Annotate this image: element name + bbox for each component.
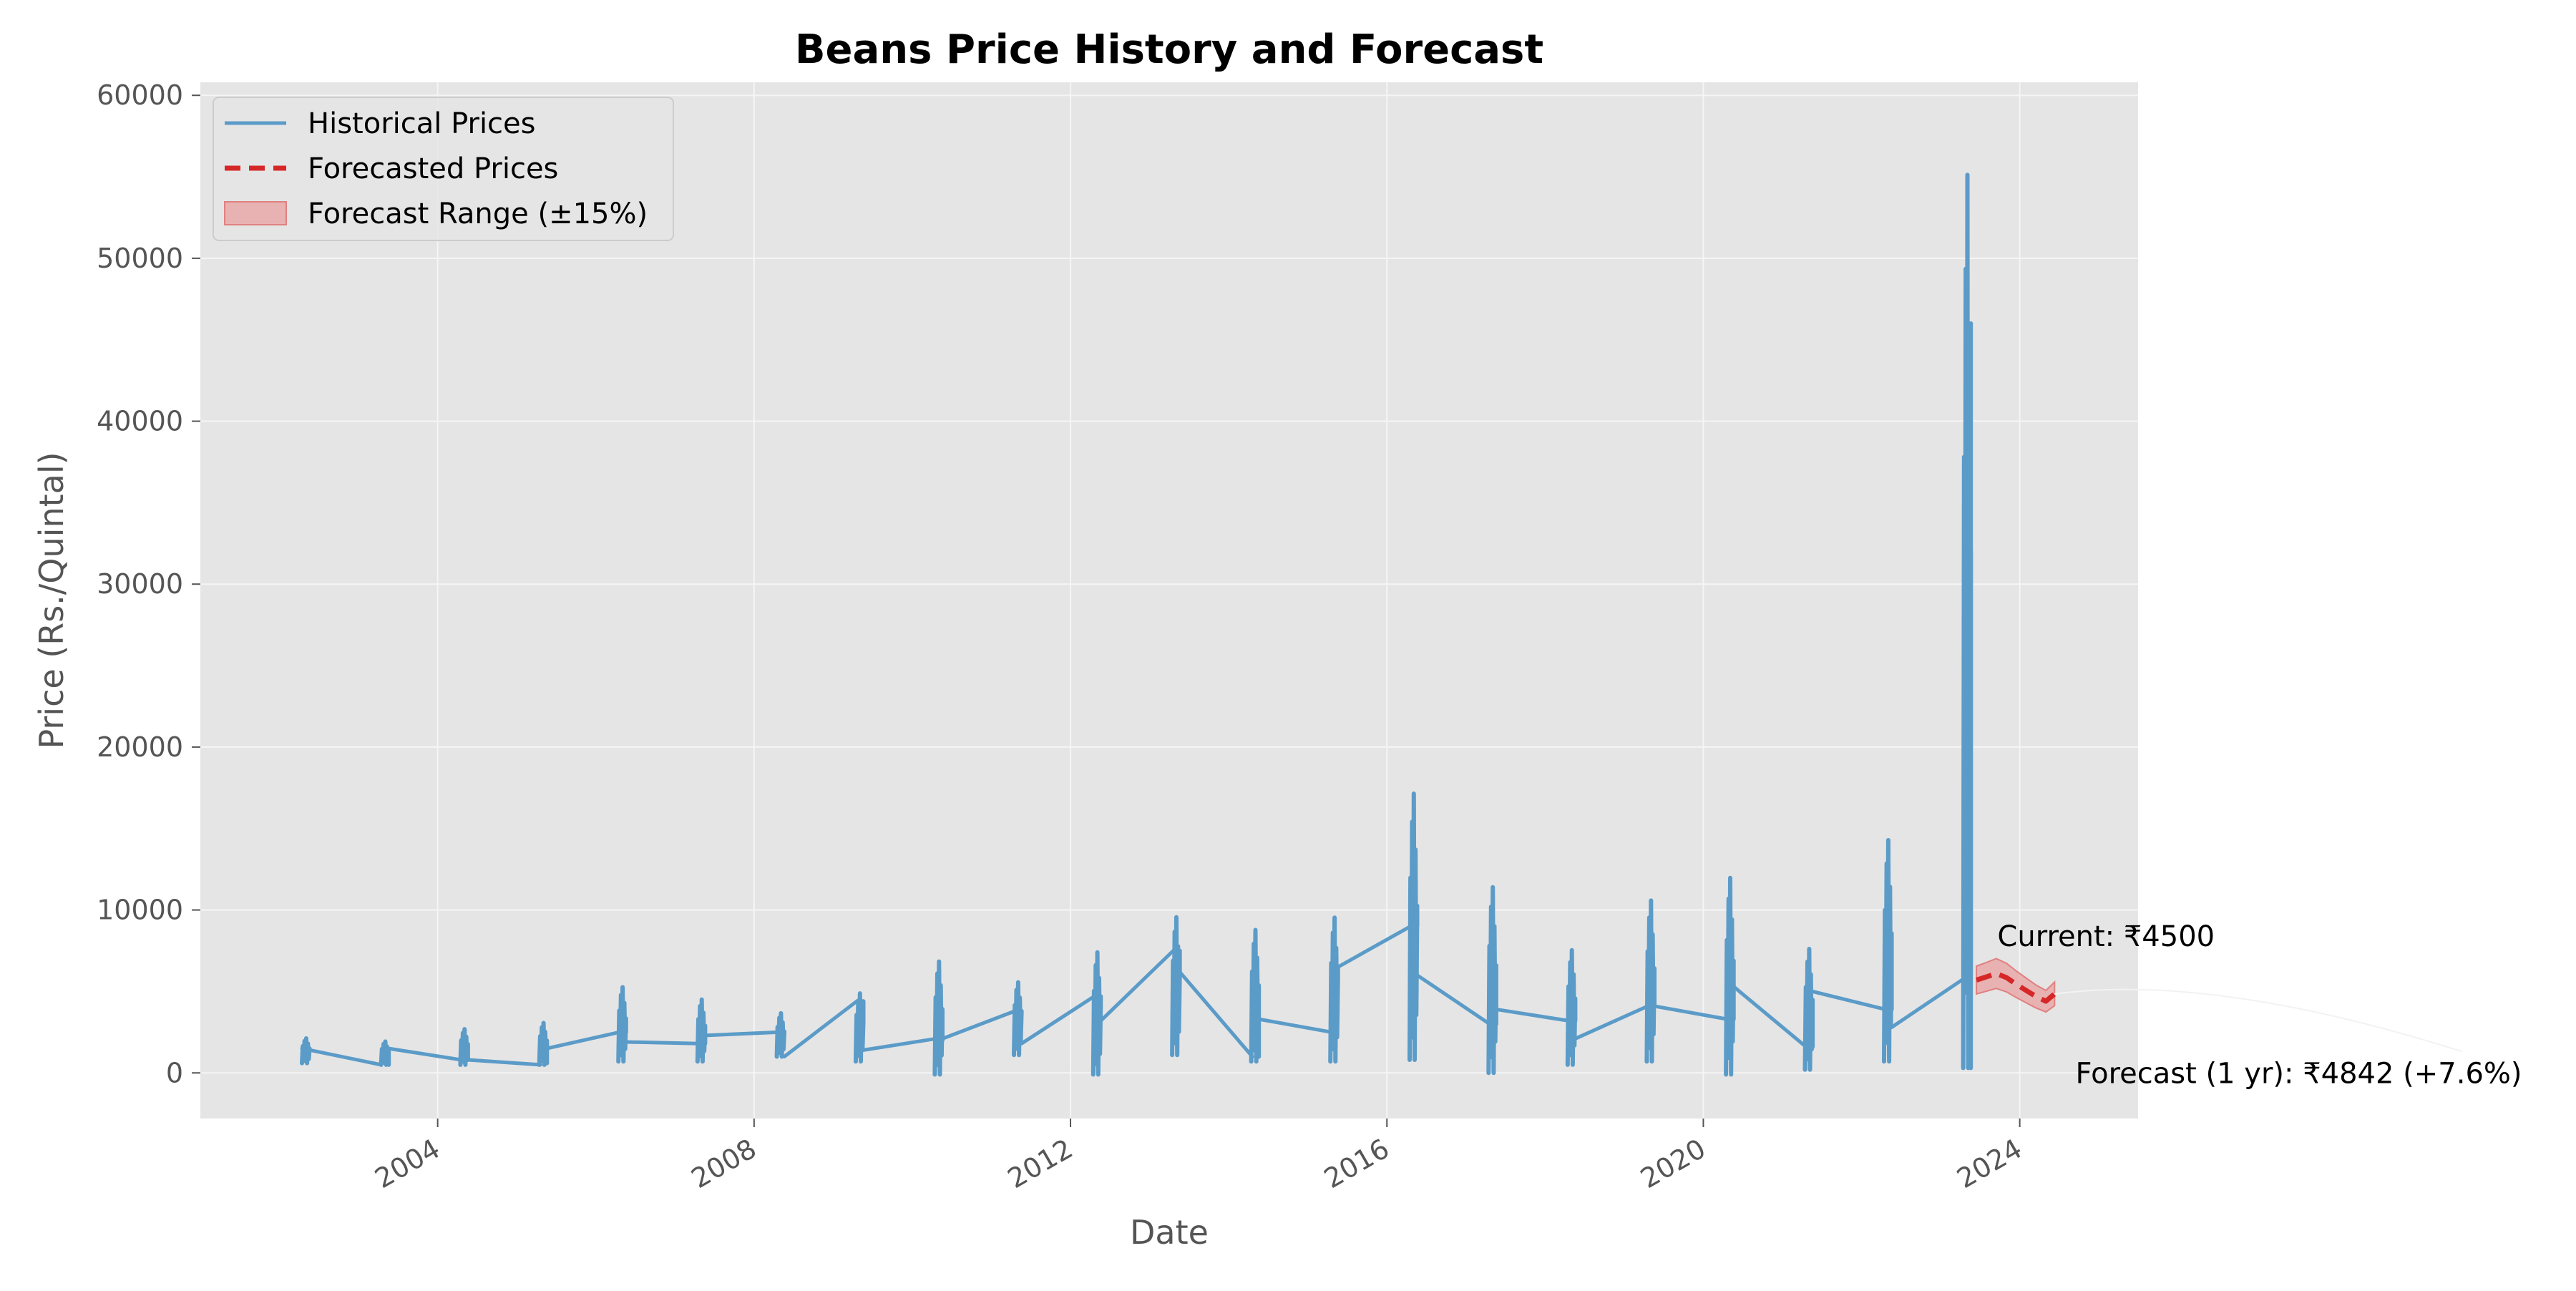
historical-prices-layer [300,172,1974,1077]
y-tick-label: 30000 [97,568,183,600]
grid-lines [200,82,2138,1119]
y-tick-label: 50000 [97,243,183,274]
y-tick-label: 60000 [97,79,183,111]
historical-connector-segment [1732,985,1808,1049]
historical-connector-segment [1020,994,1096,1046]
historical-season-spikes [1882,838,1894,1064]
legend-box [213,97,674,241]
forecast-range-band [1976,958,2056,1013]
historical-season-spikes [853,991,866,1064]
historical-season-spikes [300,1036,312,1066]
historical-season-spikes [774,1010,787,1059]
historical-connector-segment [300,1046,384,1067]
y-tick-label: 10000 [97,895,183,926]
historical-connector-segment [1652,1004,1729,1021]
historical-season-spikes [1644,898,1657,1064]
historical-connector-segment [545,1030,622,1051]
historical-connector-segment [466,1058,542,1067]
historical-season-spikes [1565,947,1578,1067]
historical-season-spikes [1012,980,1024,1058]
historical-connector-segment [1178,970,1254,1058]
y-tick-label: 20000 [97,731,183,763]
historical-season-spikes [1486,885,1498,1076]
x-axis-label: Date [1130,1213,1209,1252]
historical-connector-segment [1257,1017,1334,1034]
historical-connector-segment [940,1009,1018,1041]
historical-season-spikes [1249,927,1262,1064]
historical-connector-segment [1890,976,1966,1030]
historical-connector-segment [1810,989,1888,1011]
legend-entry-label: Forecast Range (±15%) [308,198,648,230]
historical-connector-segment [1494,1007,1571,1023]
historical-connector-segment [1415,973,1492,1026]
historical-connector-segment [1098,948,1176,1023]
historical-connector-segment [1573,1004,1650,1041]
historical-season-spikes [1724,875,1736,1077]
historical-season-spikes [695,997,708,1064]
historical-season-spikes [1170,915,1182,1058]
historical-season-spikes [458,1027,470,1067]
chart-title: Beans Price History and Forecast [795,26,1543,73]
historical-connector-segment [703,1030,780,1038]
historical-connector-segment [624,1040,701,1046]
historical-season-spikes [537,1020,550,1067]
y-tick-label: 40000 [97,406,183,437]
historical-season-spikes [1407,791,1420,1062]
historical-connector-segment [1336,924,1413,969]
forecast-annotation: Forecast (1 yr): ₹4842 (+7.6%) [2076,1057,2522,1090]
legend-swatch-range [224,201,287,225]
historical-connector-segment [861,1036,938,1052]
forecast-line [1976,970,2057,1004]
forecast-range-band-layer [1976,958,2056,1013]
historical-season-spikes [379,1039,391,1067]
annotations: Current: ₹4500 Forecast (1 yr): ₹4842 (+7… [1997,920,2522,1090]
historical-season-spikes [932,959,945,1077]
legend: Historical Prices Forecasted Prices Foreca… [213,97,674,241]
historical-season-spikes [616,985,628,1064]
historical-season-spikes [1802,947,1815,1072]
historical-connector-segment [782,999,859,1058]
current-price-annotation: Current: ₹4500 [1997,920,2215,953]
legend-entry-label: Forecasted Prices [308,152,558,185]
historical-season-spikes [1091,950,1103,1077]
y-axis-label: Price (Rs./Quintal) [32,452,71,749]
forecast-prices-layer [1976,970,2057,1004]
legend-entry-label: Historical Prices [308,107,536,140]
historical-season-spikes [1328,915,1340,1064]
historical-connector-segment [386,1046,464,1062]
forecast-annotation-arrow [2054,988,2462,1053]
plot-area [200,82,2138,1119]
y-tick-label: 0 [166,1057,183,1088]
